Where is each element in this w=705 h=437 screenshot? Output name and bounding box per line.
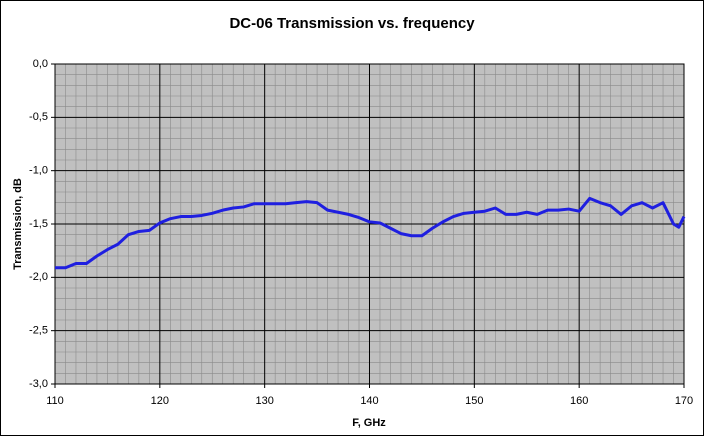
y-tick-label: -1,0 [29,165,48,177]
y-tick-label: -3,0 [29,378,48,390]
data-line [55,196,686,270]
y-axis-label: Transmission, dB [12,178,24,270]
x-tick-label: 160 [570,395,588,407]
chart-title: DC-06 Transmission vs. frequency [229,15,475,32]
y-tick-label: -1,5 [29,218,48,230]
x-tick-label: 170 [675,395,693,407]
x-tick-label: 130 [255,395,273,407]
x-tick-label: 150 [465,395,483,407]
x-tick-label: 120 [151,395,169,407]
y-tick-label: -2,5 [29,325,48,337]
y-tick-label: 0,0 [33,58,48,70]
y-tick-label: -2,0 [29,271,48,283]
x-tick-label: 140 [360,395,378,407]
x-tick-label: 110 [46,395,64,407]
y-tick-label: -0,5 [29,111,48,123]
x-axis-label: F, GHz [352,417,386,429]
plot-frame [54,63,685,385]
